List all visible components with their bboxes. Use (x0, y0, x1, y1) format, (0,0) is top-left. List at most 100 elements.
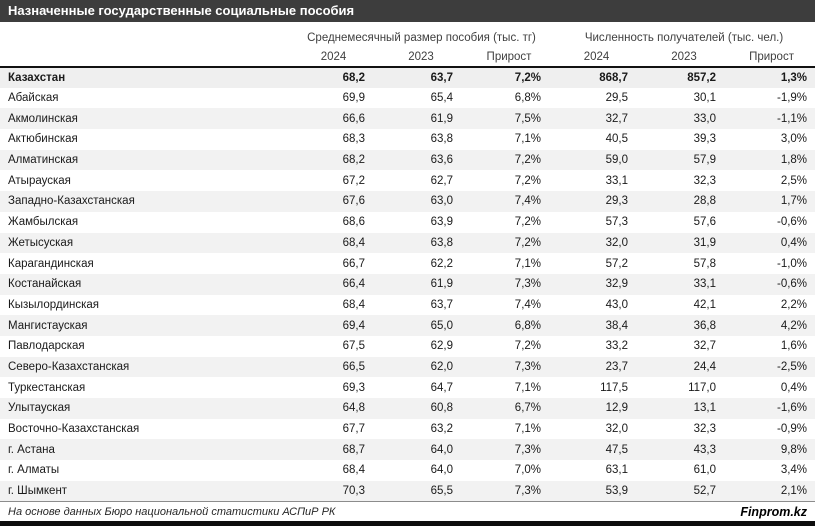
value-cell: 57,8 (693, 257, 717, 270)
value-cell: 32,0 (605, 423, 629, 436)
value-cell: 63,9 (430, 216, 453, 229)
column-header-count-2023: 2023 (640, 47, 729, 68)
table-row: Западно-Казахстанская 67,6 63,0 7,4% 29,3 28,… (0, 191, 815, 212)
value-cell: 12,9 (553, 398, 641, 419)
region-cell: Актюбинская (8, 133, 78, 146)
value-cell: 61,9 (377, 273, 465, 295)
region-cell: Акмолинская (0, 108, 290, 130)
value-cell: 67,2 (342, 174, 365, 187)
table-row: Павлодарская 67,5 62,9 7,2% 33,2 32,7 1,6% (0, 336, 815, 357)
table-row: Кызылординская 68,4 63,7 7,4% 43,0 42,1 2,2% (0, 295, 815, 316)
value-cell: 28,8 (640, 191, 729, 212)
value-cell: 1,3% (728, 67, 815, 88)
region-cell: г. Астана (0, 439, 290, 461)
value-cell: 66,6 (290, 108, 377, 130)
value-cell: 3,4% (780, 464, 808, 477)
value-cell: 117,5 (600, 381, 629, 394)
value-cell: 868,7 (553, 67, 641, 88)
table-row: Улытауская 64,8 60,8 6,7% 12,9 13,1 -1,6% (0, 398, 815, 419)
region-cell: Алматинская (0, 149, 290, 171)
total-row-kazakhstan: Казахстан 68,2 63,7 7,2% 868,7 857,2 1,3… (0, 67, 815, 88)
region-cell: г. Алматы (8, 464, 60, 477)
value-cell: 69,9 (342, 92, 365, 105)
column-header-count-growth: Прирост (728, 47, 815, 68)
column-header-size-growth: Прирост (465, 47, 554, 68)
value-cell: 7,2% (514, 340, 542, 353)
value-cell: 68,4 (290, 232, 377, 254)
region-column-header (0, 47, 290, 68)
value-cell: 31,9 (640, 232, 729, 254)
value-cell: 63,8 (430, 133, 453, 146)
value-cell: 32,7 (553, 108, 641, 130)
value-cell: 39,3 (693, 133, 717, 146)
value-cell: 65,0 (377, 315, 465, 336)
region-cell: г. Шымкент (0, 480, 290, 502)
value-cell: 63,2 (430, 423, 453, 436)
value-cell: 60,8 (377, 398, 465, 419)
finprom-brand-link[interactable]: Finprom.kz (740, 504, 807, 519)
region-cell: Абайская (8, 92, 59, 105)
region-cell: Северо-Казахстанская (0, 356, 290, 378)
value-cell: 64,7 (430, 381, 453, 394)
value-cell: 57,6 (693, 216, 717, 229)
value-cell: 43,3 (640, 439, 729, 461)
value-cell: 1,6% (780, 340, 808, 353)
value-cell: 7,3% (465, 356, 554, 378)
table-row: Жамбылская 68,6 63,9 7,2% 57,3 57,6 -0,6% (0, 212, 815, 233)
value-cell: 52,7 (640, 480, 729, 502)
footer: На основе данных Бюро национальной стати… (0, 501, 815, 521)
value-cell: 63,6 (377, 149, 465, 171)
value-cell: -1,0% (776, 257, 808, 270)
value-cell: 24,4 (640, 356, 729, 378)
value-cell: 61,0 (693, 464, 717, 477)
value-cell: 67,5 (342, 340, 365, 353)
value-cell: 64,0 (377, 439, 465, 461)
value-cell: -0,9% (776, 423, 808, 436)
value-cell: 3,0% (780, 133, 808, 146)
region-cell: Западно-Казахстанская (0, 191, 290, 212)
column-group-row: Среднемесячный размер пособия (тыс. тг) … (0, 22, 815, 47)
table-header: Среднемесячный размер пособия (тыс. тг) … (0, 22, 815, 68)
value-cell: 62,7 (430, 174, 453, 187)
value-cell: 7,3% (465, 273, 554, 295)
data-source-note: На основе данных Бюро национальной стати… (8, 505, 336, 518)
region-header-spacer (0, 22, 290, 47)
region-cell: Восточно-Казахстанская (8, 423, 140, 436)
value-cell: 65,5 (377, 480, 465, 502)
value-cell: -0,6% (776, 216, 808, 229)
value-cell: 32,7 (693, 340, 717, 353)
value-cell: -1,9% (776, 92, 808, 105)
value-cell: 2,5% (780, 174, 808, 187)
value-cell: 64,0 (430, 464, 453, 477)
value-cell: 62,2 (430, 257, 453, 270)
region-cell: Жамбылская (8, 216, 79, 229)
region-cell: Туркестанская (8, 381, 86, 394)
value-cell: 63,1 (605, 464, 629, 477)
value-cell: 29,5 (605, 92, 629, 105)
value-cell: 6,8% (514, 92, 542, 105)
statistics-table: Среднемесячный размер пособия (тыс. тг) … (0, 22, 815, 502)
table-row: г. Шымкент 70,3 65,5 7,3% 53,9 52,7 2,1% (0, 480, 815, 502)
region-cell: Карагандинская (8, 257, 94, 270)
value-cell: 7,4% (465, 191, 554, 212)
value-cell: 7,4% (514, 298, 542, 311)
value-cell: 69,4 (290, 315, 377, 336)
value-cell: 2,2% (780, 298, 808, 311)
value-cell: 32,0 (553, 232, 641, 254)
value-cell: 1,8% (728, 149, 815, 171)
table-row: г. Астана 68,7 64,0 7,3% 47,5 43,3 9,8% (0, 439, 815, 461)
table-row: Карагандинская 66,7 62,2 7,1% 57,2 57,8 -1,0% (0, 253, 815, 274)
value-cell: 43,0 (605, 298, 629, 311)
value-cell: 33,1 (605, 174, 629, 187)
value-cell: 30,1 (693, 92, 717, 105)
value-cell: 117,0 (688, 381, 717, 394)
value-cell: 67,6 (290, 191, 377, 212)
value-cell: 32,9 (553, 273, 641, 295)
value-cell: 7,2% (514, 174, 542, 187)
value-cell: 70,3 (290, 480, 377, 502)
value-cell: 68,4 (342, 298, 365, 311)
value-cell: 66,5 (290, 356, 377, 378)
value-cell: 59,0 (553, 149, 641, 171)
value-cell: 6,7% (465, 398, 554, 419)
value-cell: 7,1% (514, 257, 542, 270)
